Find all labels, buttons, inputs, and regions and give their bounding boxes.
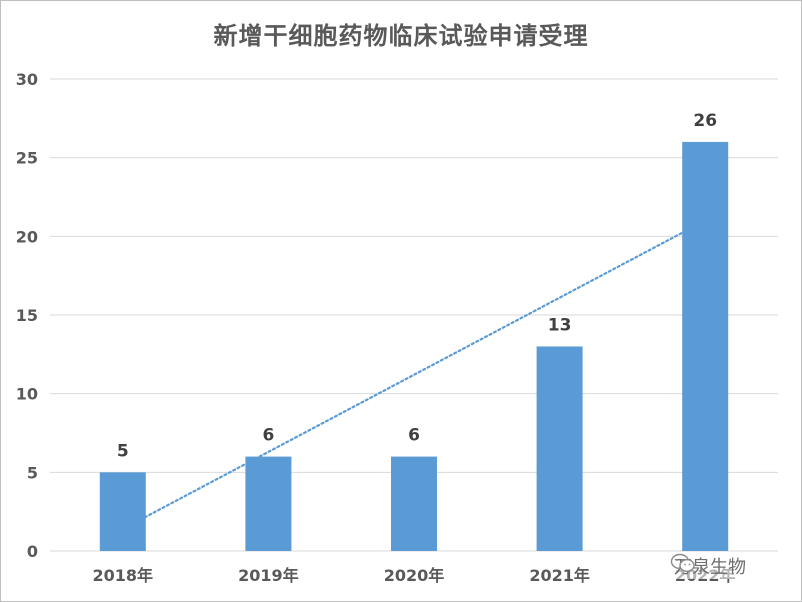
data-label: 26 bbox=[693, 111, 717, 131]
y-tick-label: 10 bbox=[16, 385, 38, 404]
y-tick-label: 25 bbox=[16, 149, 38, 168]
x-category-label: 2019年 bbox=[238, 566, 299, 585]
y-tick-label: 20 bbox=[16, 227, 38, 246]
bar-3 bbox=[536, 346, 583, 551]
x-category-label: 2018年 bbox=[93, 566, 154, 585]
gridlines bbox=[50, 78, 778, 552]
bars bbox=[99, 141, 729, 551]
x-axis-labels: 2018年2019年2020年2021年2022年 bbox=[93, 566, 736, 585]
trendline-layer bbox=[121, 219, 707, 531]
chart-title: 新增干细胞药物临床试验申请受理 bbox=[213, 22, 589, 50]
x-category-label: 2021年 bbox=[529, 566, 590, 585]
y-axis-ticks: 0 5 10 15 20 25 30 bbox=[16, 70, 38, 561]
data-label: 5 bbox=[117, 441, 129, 461]
data-labels: 5 6 6 13 26 bbox=[117, 111, 717, 461]
data-label: 6 bbox=[262, 426, 274, 446]
watermark: 万泉生物 bbox=[670, 553, 750, 579]
bar-1 bbox=[245, 456, 292, 551]
y-tick-label: 5 bbox=[27, 463, 38, 482]
y-tick-label: 30 bbox=[16, 70, 38, 89]
bar-0 bbox=[99, 472, 146, 551]
bar-4 bbox=[682, 141, 729, 551]
y-tick-label: 15 bbox=[16, 306, 38, 325]
wechat-icon bbox=[670, 553, 695, 573]
data-label: 6 bbox=[408, 426, 420, 446]
data-label: 13 bbox=[548, 315, 572, 335]
bar-2 bbox=[391, 456, 437, 551]
y-tick-label: 0 bbox=[27, 542, 38, 561]
trendline bbox=[121, 219, 707, 531]
x-category-label: 2020年 bbox=[384, 566, 445, 585]
